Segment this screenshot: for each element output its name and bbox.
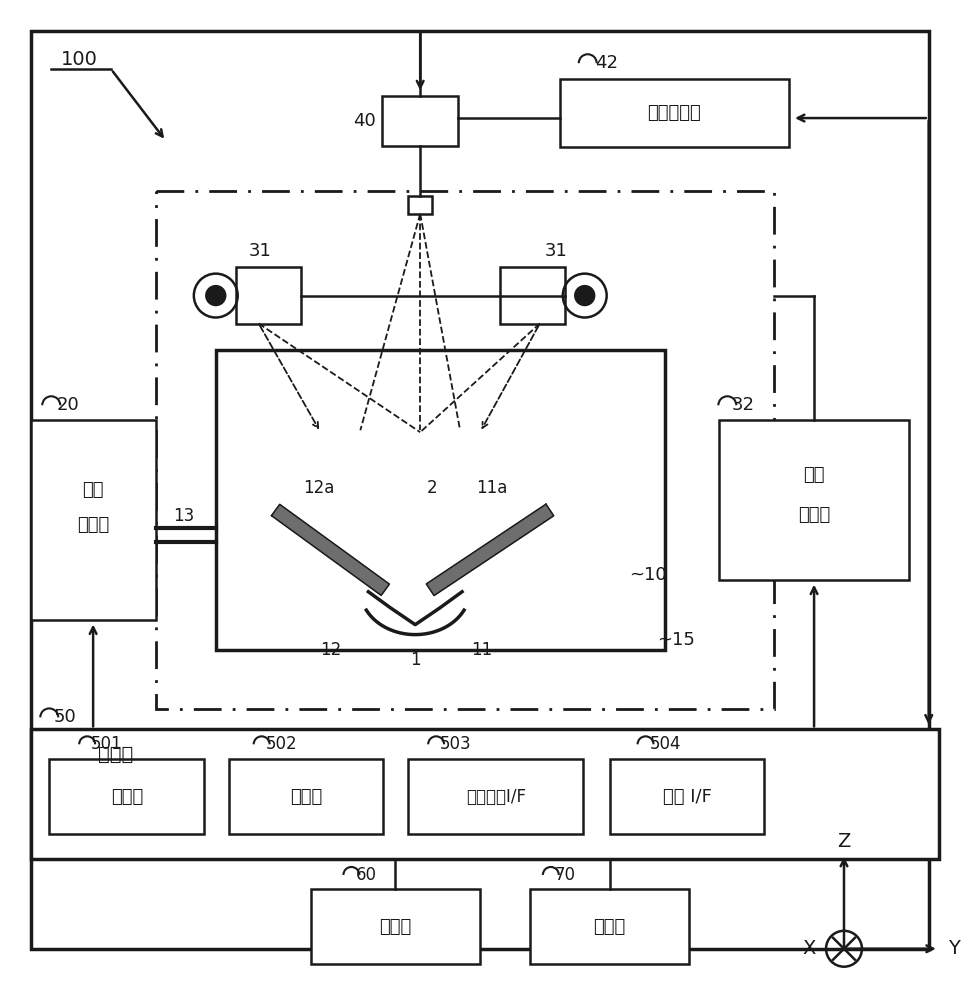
Bar <box>236 267 300 324</box>
Text: 100: 100 <box>62 50 98 69</box>
Text: 第一: 第一 <box>82 481 104 499</box>
Bar <box>529 889 689 964</box>
Text: 60: 60 <box>355 866 376 884</box>
Bar <box>310 889 479 964</box>
Bar <box>229 759 383 834</box>
Text: 显示器: 显示器 <box>378 918 411 936</box>
Bar <box>408 759 582 834</box>
Text: 输入输出I/F: 输入输出I/F <box>466 788 525 806</box>
Text: 20: 20 <box>56 396 79 414</box>
Bar <box>31 420 156 620</box>
Bar <box>49 759 203 834</box>
Circle shape <box>574 286 594 306</box>
Text: 70: 70 <box>555 866 575 884</box>
Text: 40: 40 <box>352 112 375 130</box>
Polygon shape <box>425 504 554 596</box>
Text: 31: 31 <box>545 242 567 260</box>
Text: 第二驱动器: 第二驱动器 <box>646 104 700 122</box>
Bar <box>215 350 664 650</box>
Text: 存储器: 存储器 <box>290 788 323 806</box>
Text: 第三: 第三 <box>803 466 824 484</box>
Text: 503: 503 <box>440 735 471 753</box>
Text: ~10: ~10 <box>629 566 667 584</box>
Text: 504: 504 <box>648 735 681 753</box>
Bar <box>31 729 938 859</box>
Text: 50: 50 <box>53 708 76 726</box>
Bar <box>408 196 431 214</box>
Text: 1: 1 <box>410 651 421 669</box>
Text: 11a: 11a <box>476 479 508 497</box>
Text: 驱动器: 驱动器 <box>797 506 829 524</box>
Text: 操作部: 操作部 <box>593 918 625 936</box>
Text: 501: 501 <box>91 735 122 753</box>
Text: 控制器: 控制器 <box>99 745 134 764</box>
Text: 31: 31 <box>248 242 271 260</box>
Bar <box>382 96 458 146</box>
Text: 11: 11 <box>471 641 492 659</box>
Text: 通信 I/F: 通信 I/F <box>662 788 711 806</box>
Text: 12a: 12a <box>302 479 333 497</box>
Text: 2: 2 <box>426 479 437 497</box>
Text: 12: 12 <box>320 641 340 659</box>
Text: 502: 502 <box>265 735 297 753</box>
Text: ~15: ~15 <box>657 631 694 649</box>
Bar <box>559 79 788 147</box>
Text: 13: 13 <box>173 507 195 525</box>
Text: 处理器: 处理器 <box>111 788 143 806</box>
Bar <box>719 420 908 580</box>
Text: X: X <box>802 939 816 958</box>
Bar <box>156 191 774 709</box>
Bar <box>500 267 564 324</box>
Polygon shape <box>271 504 389 595</box>
Text: 驱动器: 驱动器 <box>77 516 110 534</box>
Text: Z: Z <box>836 832 850 851</box>
Circle shape <box>205 286 226 306</box>
Bar <box>609 759 764 834</box>
Text: Y: Y <box>947 939 958 958</box>
Text: 32: 32 <box>731 396 753 414</box>
Text: 42: 42 <box>594 54 617 72</box>
